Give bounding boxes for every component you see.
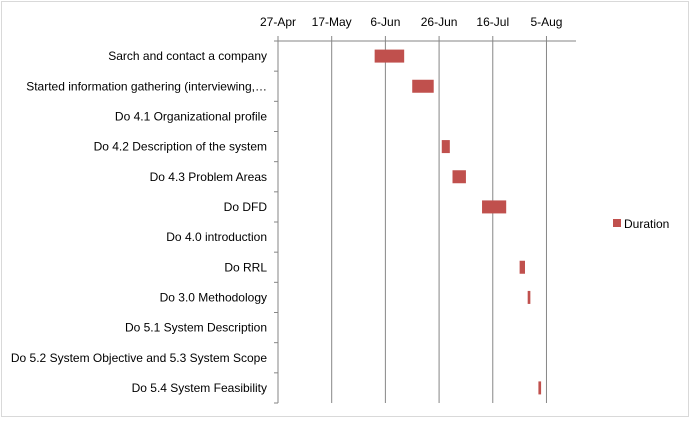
duration-bar (374, 49, 405, 63)
category-label: Do RRL (224, 260, 267, 274)
category-label: Do 5.4 System Feasibility (132, 381, 267, 395)
duration-bar (519, 260, 525, 274)
category-label: Do 4.3 Problem Areas (150, 170, 267, 184)
duration-bar (412, 79, 434, 93)
category-label: Sarch and contact a company (108, 49, 267, 63)
category-label: Do 4.1 Organizational profile (115, 109, 267, 123)
axis (274, 36, 576, 404)
gantt-chart: 27-Apr 17-May 6-Jun 26-Jun 16-Jul 5-Aug Sarch… (11, 15, 669, 404)
x-tick-label: 27-Apr (260, 15, 296, 29)
duration-bar (452, 170, 466, 184)
x-tick-label: 17-May (312, 15, 352, 29)
category-label: Do 3.0 Methodology (160, 290, 267, 304)
duration-bar (482, 200, 507, 214)
category-label: Do 4.2 Description of the system (94, 140, 267, 154)
x-tick-labels: 27-Apr 17-May 6-Jun 26-Jun 16-Jul 5-Aug (260, 15, 562, 29)
duration-bars (374, 49, 542, 395)
category-label: Do 4.0 introduction (166, 230, 267, 244)
category-label: Do DFD (224, 200, 268, 214)
legend-label: Duration (624, 217, 669, 231)
x-tick-label: 6-Jun (370, 15, 400, 29)
category-labels: Sarch and contact a company Started infor… (11, 49, 267, 395)
category-label: Do 5.1 System Description (125, 321, 267, 335)
legend: Duration (613, 217, 669, 231)
category-label: Started information gathering (interview… (26, 79, 267, 93)
duration-bar (527, 290, 531, 304)
duration-bar (538, 381, 542, 395)
x-tick-label: 5-Aug (530, 15, 562, 29)
grid-lines (277, 41, 547, 403)
x-tick-label: 26-Jun (421, 15, 458, 29)
legend-swatch (613, 219, 621, 227)
x-tick-label: 16-Jul (476, 15, 509, 29)
category-label: Do 5.2 System Objective and 5.3 System S… (11, 351, 267, 365)
duration-bar (441, 140, 450, 154)
